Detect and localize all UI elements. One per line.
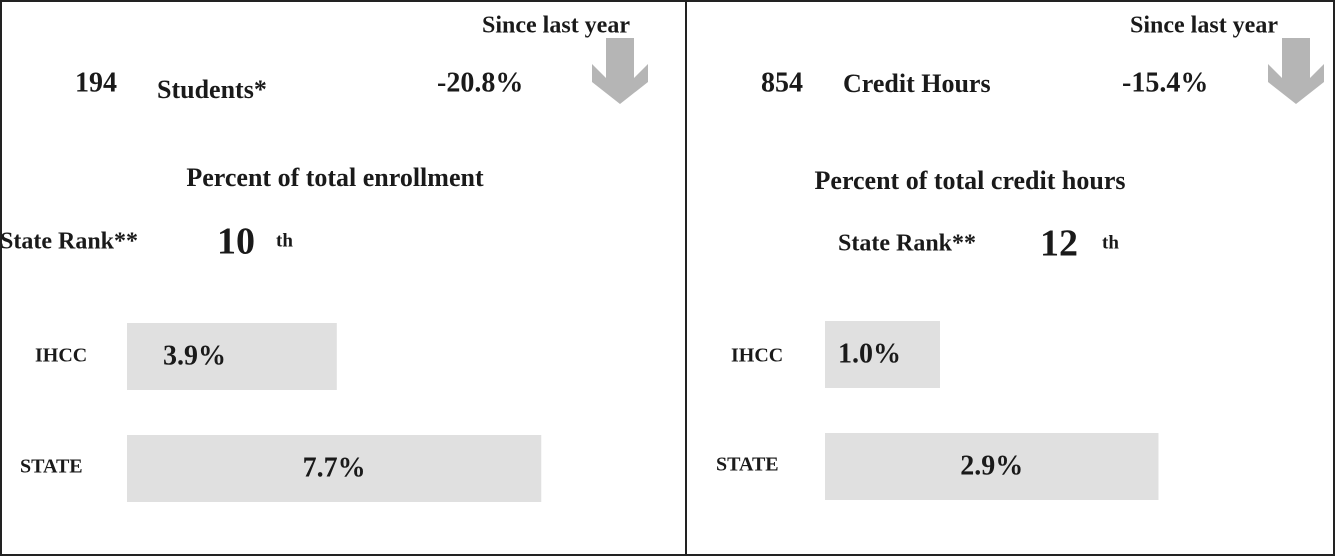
bar: [825, 321, 940, 388]
count-label: Credit Hours: [843, 69, 991, 98]
change-label: Since last year: [1130, 13, 1278, 39]
rank: 10: [217, 221, 255, 263]
bar: [127, 323, 337, 390]
category-label: IHCC: [35, 345, 87, 367]
down-arrow: [592, 38, 648, 104]
subtitle: Percent of total credit hours: [815, 166, 1126, 195]
rank-suffix: th: [1102, 232, 1119, 253]
bar: [127, 435, 542, 502]
rank-label: State Rank**: [838, 231, 976, 257]
subtitle: Percent of total enrollment: [186, 163, 484, 192]
value-label: 2.9%: [960, 450, 1023, 481]
category-label: STATE: [716, 454, 779, 476]
value-label: 1.0%: [838, 338, 901, 369]
change: -20.8%: [437, 67, 523, 98]
count: 854: [761, 67, 803, 98]
change-label: Since last year: [482, 13, 630, 39]
count-label: Students*: [157, 75, 267, 104]
bar: [825, 433, 1159, 500]
down-arrow: [1268, 38, 1324, 104]
value-label: 7.7%: [303, 452, 366, 483]
category-label: STATE: [20, 456, 83, 478]
count: 194: [75, 67, 117, 98]
rank-suffix: th: [276, 230, 293, 251]
rank-label: State Rank**: [0, 229, 138, 255]
rank: 12: [1040, 223, 1078, 265]
value-label: 3.9%: [163, 340, 226, 371]
change: -15.4%: [1122, 67, 1208, 98]
category-label: IHCC: [731, 345, 783, 367]
